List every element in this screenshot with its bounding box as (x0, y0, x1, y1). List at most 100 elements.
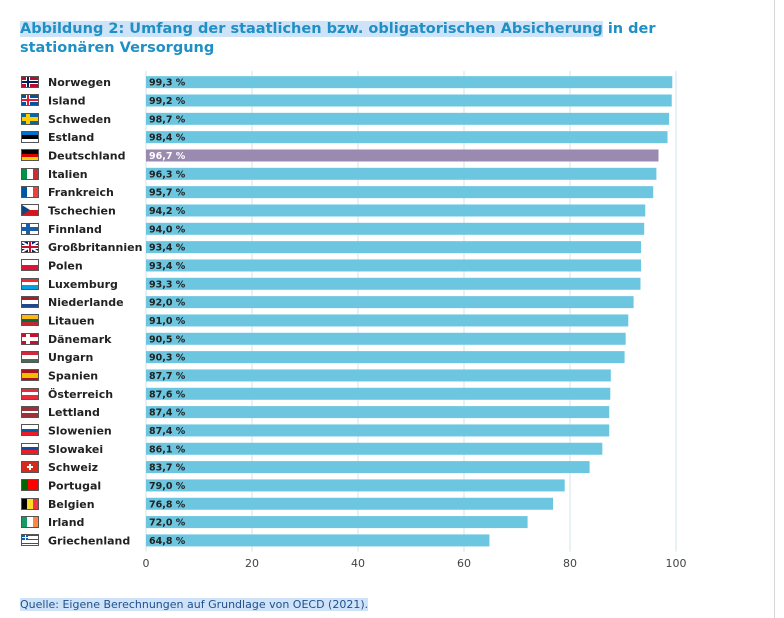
x-tick-label: 20 (245, 557, 259, 570)
bar (146, 222, 645, 235)
bar (146, 369, 611, 382)
category-label: Slowenien (48, 424, 112, 437)
bar-value-label: 83,7 % (149, 463, 186, 474)
category-label: Dänemark (48, 333, 112, 346)
chart-title-part1: Abbildung 2: Umfang der staatlichen bzw.… (20, 21, 603, 37)
bar-value-label: 94,0 % (149, 224, 186, 235)
slovenia-flag-icon (21, 424, 39, 437)
czechia-flag-icon (21, 204, 39, 217)
category-label: Irland (48, 516, 84, 529)
bar-value-label: 93,4 % (149, 261, 186, 272)
france-flag-icon (21, 186, 39, 199)
bar-value-label: 92,0 % (149, 298, 186, 309)
category-label: Österreich (48, 387, 113, 401)
x-tick-label: 0 (143, 557, 150, 570)
bar (146, 131, 668, 144)
bar-value-label: 96,7 % (149, 151, 186, 162)
slovakia-flag-icon (21, 442, 39, 455)
bar (146, 351, 625, 364)
denmark-flag-icon (21, 332, 39, 345)
bar (146, 204, 646, 217)
bar (146, 112, 670, 125)
bar-value-label: 87,6 % (149, 389, 186, 400)
bar (146, 241, 642, 254)
category-label: Norwegen (48, 76, 111, 89)
bar-value-label: 87,4 % (149, 408, 186, 419)
bar-value-label: 96,3 % (149, 169, 186, 180)
norway-flag-icon (21, 76, 39, 89)
category-label: Ungarn (48, 351, 93, 364)
bar-value-label: 86,1 % (149, 444, 186, 455)
bar (146, 149, 659, 162)
x-tick-label: 100 (666, 557, 687, 570)
source-note: Quelle: Eigene Berechnungen auf Grundlag… (20, 598, 369, 611)
category-label: Lettland (48, 406, 100, 419)
luxembourg-flag-icon (21, 277, 39, 290)
bar-chart: 0 20 40 60 80 100 99,3 % Norwegen 99,2 % Island 98… (48, 71, 687, 570)
bar (146, 406, 610, 419)
finland-flag-icon (21, 222, 39, 235)
category-label: Luxemburg (48, 278, 118, 291)
category-label: Slowakei (48, 443, 103, 456)
bar-value-label: 91,0 % (149, 316, 186, 327)
belgium-flag-icon (21, 497, 39, 510)
bar-value-label: 87,7 % (149, 371, 186, 382)
category-label: Schweiz (48, 461, 98, 474)
bar-value-label: 87,4 % (149, 426, 186, 437)
category-label: Litauen (48, 314, 95, 327)
bar (146, 497, 554, 510)
bar (146, 186, 654, 199)
bar (146, 516, 528, 529)
category-label: Deutschland (48, 149, 125, 162)
page-border-line (774, 0, 775, 618)
lithuania-flag-icon (21, 314, 39, 327)
bar (146, 387, 611, 400)
category-label: Italien (48, 168, 88, 181)
switzerland-flag-icon (21, 461, 39, 474)
portugal-flag-icon (21, 479, 39, 492)
bar-value-label: 72,0 % (149, 518, 186, 529)
bar-value-label: 90,3 % (149, 353, 186, 364)
bar (146, 259, 642, 272)
bar (146, 296, 634, 309)
bar (146, 167, 657, 180)
category-label: Island (48, 94, 86, 107)
bar (146, 424, 610, 437)
category-label: Frankreich (48, 186, 114, 199)
bar (146, 314, 629, 327)
bar (146, 94, 672, 107)
x-tick-label: 80 (563, 557, 577, 570)
bar (146, 461, 590, 474)
spain-flag-icon (21, 369, 39, 382)
category-label: Belgien (48, 498, 95, 511)
category-label: Polen (48, 259, 83, 272)
greece-flag-icon (21, 534, 39, 547)
bar-value-label: 93,4 % (149, 243, 186, 254)
ireland-flag-icon (21, 516, 39, 529)
x-tick-label: 60 (457, 557, 471, 570)
category-label: Tschechien (48, 204, 116, 217)
chart-title: Abbildung 2: Umfang der staatlichen bzw.… (20, 20, 700, 58)
category-label: Estland (48, 131, 94, 144)
latvia-flag-icon (21, 406, 39, 419)
category-label: Finnland (48, 223, 102, 236)
bar-value-label: 99,3 % (149, 78, 186, 89)
bar (146, 479, 565, 492)
sweden-flag-icon (21, 112, 39, 125)
bar (146, 277, 641, 290)
austria-flag-icon (21, 387, 39, 400)
bar-value-label: 90,5 % (149, 334, 186, 345)
chart-title-part2: in der stationären Versorgung (20, 21, 656, 56)
bar-value-label: 98,4 % (149, 133, 186, 144)
bar (146, 534, 490, 547)
iceland-flag-icon (21, 94, 39, 107)
germany-flag-icon (21, 149, 39, 162)
category-label: Griechenland (48, 534, 130, 547)
category-label: Niederlande (48, 296, 124, 309)
bar (146, 442, 603, 455)
bar-value-label: 76,8 % (149, 499, 186, 510)
bar-value-label: 98,7 % (149, 114, 186, 125)
italy-flag-icon (21, 167, 39, 180)
bar-value-label: 95,7 % (149, 188, 186, 199)
bar-value-label: 64,8 % (149, 536, 186, 547)
